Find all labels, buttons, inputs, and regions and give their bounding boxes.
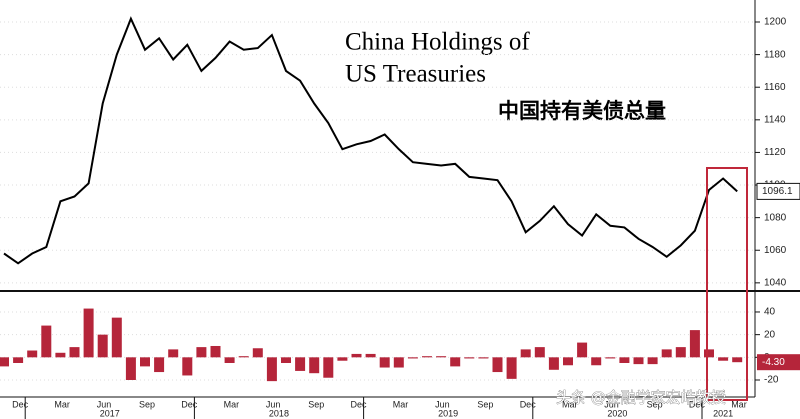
y-tick-label: 20 (764, 329, 776, 340)
bar (351, 353, 362, 358)
x-year-label: 2021 (713, 408, 733, 418)
x-tick-label: Jun (435, 399, 450, 409)
bar (111, 317, 122, 358)
bar (478, 357, 489, 359)
bar (252, 348, 263, 358)
y-tick-label: 1140 (764, 114, 786, 125)
bar (605, 357, 616, 359)
bar (563, 357, 573, 366)
x-tick-label: Sep (139, 399, 155, 409)
bar (238, 356, 249, 358)
y-tick-label: 1120 (764, 147, 786, 158)
bar (323, 357, 334, 378)
bar (718, 357, 729, 361)
bar (548, 357, 559, 370)
bar (577, 342, 588, 358)
chart-title: US Treasuries (345, 61, 486, 88)
y-tick-label: 1040 (764, 277, 787, 288)
x-tick-label: Dec (181, 399, 198, 409)
x-tick-label: Sep (477, 399, 493, 409)
bar (168, 349, 179, 358)
bar (210, 345, 221, 358)
y-tick-label: 1180 (764, 49, 786, 60)
last-value-label: 1096.1 (762, 186, 793, 197)
bar (689, 330, 700, 358)
bar (69, 347, 80, 358)
bar (13, 357, 24, 363)
x-tick-label: Sep (308, 399, 324, 409)
bar (266, 357, 277, 382)
bar (704, 349, 714, 358)
y-tick-label: 1160 (764, 82, 786, 93)
x-tick-label: Dec (351, 399, 368, 409)
bar (365, 353, 376, 358)
bar (125, 357, 136, 380)
bar (393, 357, 404, 368)
bar (436, 356, 447, 358)
last-value-label: -4.30 (762, 357, 785, 368)
y-tick-label: 1200 (764, 17, 787, 28)
last-value-box (756, 182, 800, 200)
x-year-label: 2017 (100, 408, 120, 418)
y-tick-label: 40 (764, 307, 776, 318)
last-value-box (757, 354, 800, 371)
bar (196, 347, 207, 358)
bar (450, 357, 461, 367)
x-year-label: 2020 (607, 408, 627, 418)
x-tick-label: Mar (54, 399, 70, 409)
chart-subtitle: 中国持有美债总量 (498, 99, 666, 123)
bar (309, 357, 320, 374)
x-tick-label: Dec (520, 399, 537, 409)
x-tick-label: Mar (731, 399, 747, 409)
bar (506, 357, 517, 379)
bar (520, 349, 531, 358)
bar (224, 357, 235, 363)
bar (337, 357, 348, 361)
bar (182, 357, 193, 376)
x-tick-label: Mar (393, 399, 409, 409)
highlight-box (706, 167, 748, 401)
y-tick-label: -20 (764, 375, 779, 386)
line-series (3, 16, 738, 265)
bar (55, 352, 66, 358)
x-year-label: 2018 (269, 408, 289, 418)
x-tick-label: Jun (266, 399, 281, 409)
bar (41, 325, 52, 358)
x-tick-label: Jun (97, 399, 112, 409)
x-tick-label: Mar (224, 399, 240, 409)
x-tick-label: Mar (562, 399, 578, 409)
bar (97, 334, 108, 358)
y-tick-label: 1060 (764, 245, 787, 256)
bar (407, 357, 418, 359)
bar (492, 357, 503, 373)
x-year-label: 2019 (438, 408, 458, 418)
bar (154, 357, 165, 373)
bar (661, 349, 672, 358)
bar (379, 357, 390, 368)
bar (295, 357, 306, 371)
bar (0, 357, 9, 367)
bar (281, 357, 291, 363)
bar (633, 357, 644, 365)
x-tick-label: Jun (604, 399, 619, 409)
bar (422, 356, 432, 358)
bar (534, 347, 545, 358)
x-tick-label: Sep (647, 399, 663, 409)
bar (647, 357, 658, 365)
bar (464, 357, 475, 359)
bar (732, 357, 743, 363)
bar (140, 357, 150, 367)
bar (675, 347, 686, 358)
watermark: 头条 @金融学家宏皓教授 (556, 389, 726, 407)
y-tick-label: 1080 (764, 212, 787, 223)
bar (27, 350, 38, 358)
bar (591, 357, 602, 366)
x-tick-label: Dec (12, 399, 29, 409)
chart-title: China Holdings of (345, 29, 530, 56)
x-tick-label: Dec (689, 399, 706, 409)
bar (83, 308, 94, 358)
bar (619, 357, 630, 363)
